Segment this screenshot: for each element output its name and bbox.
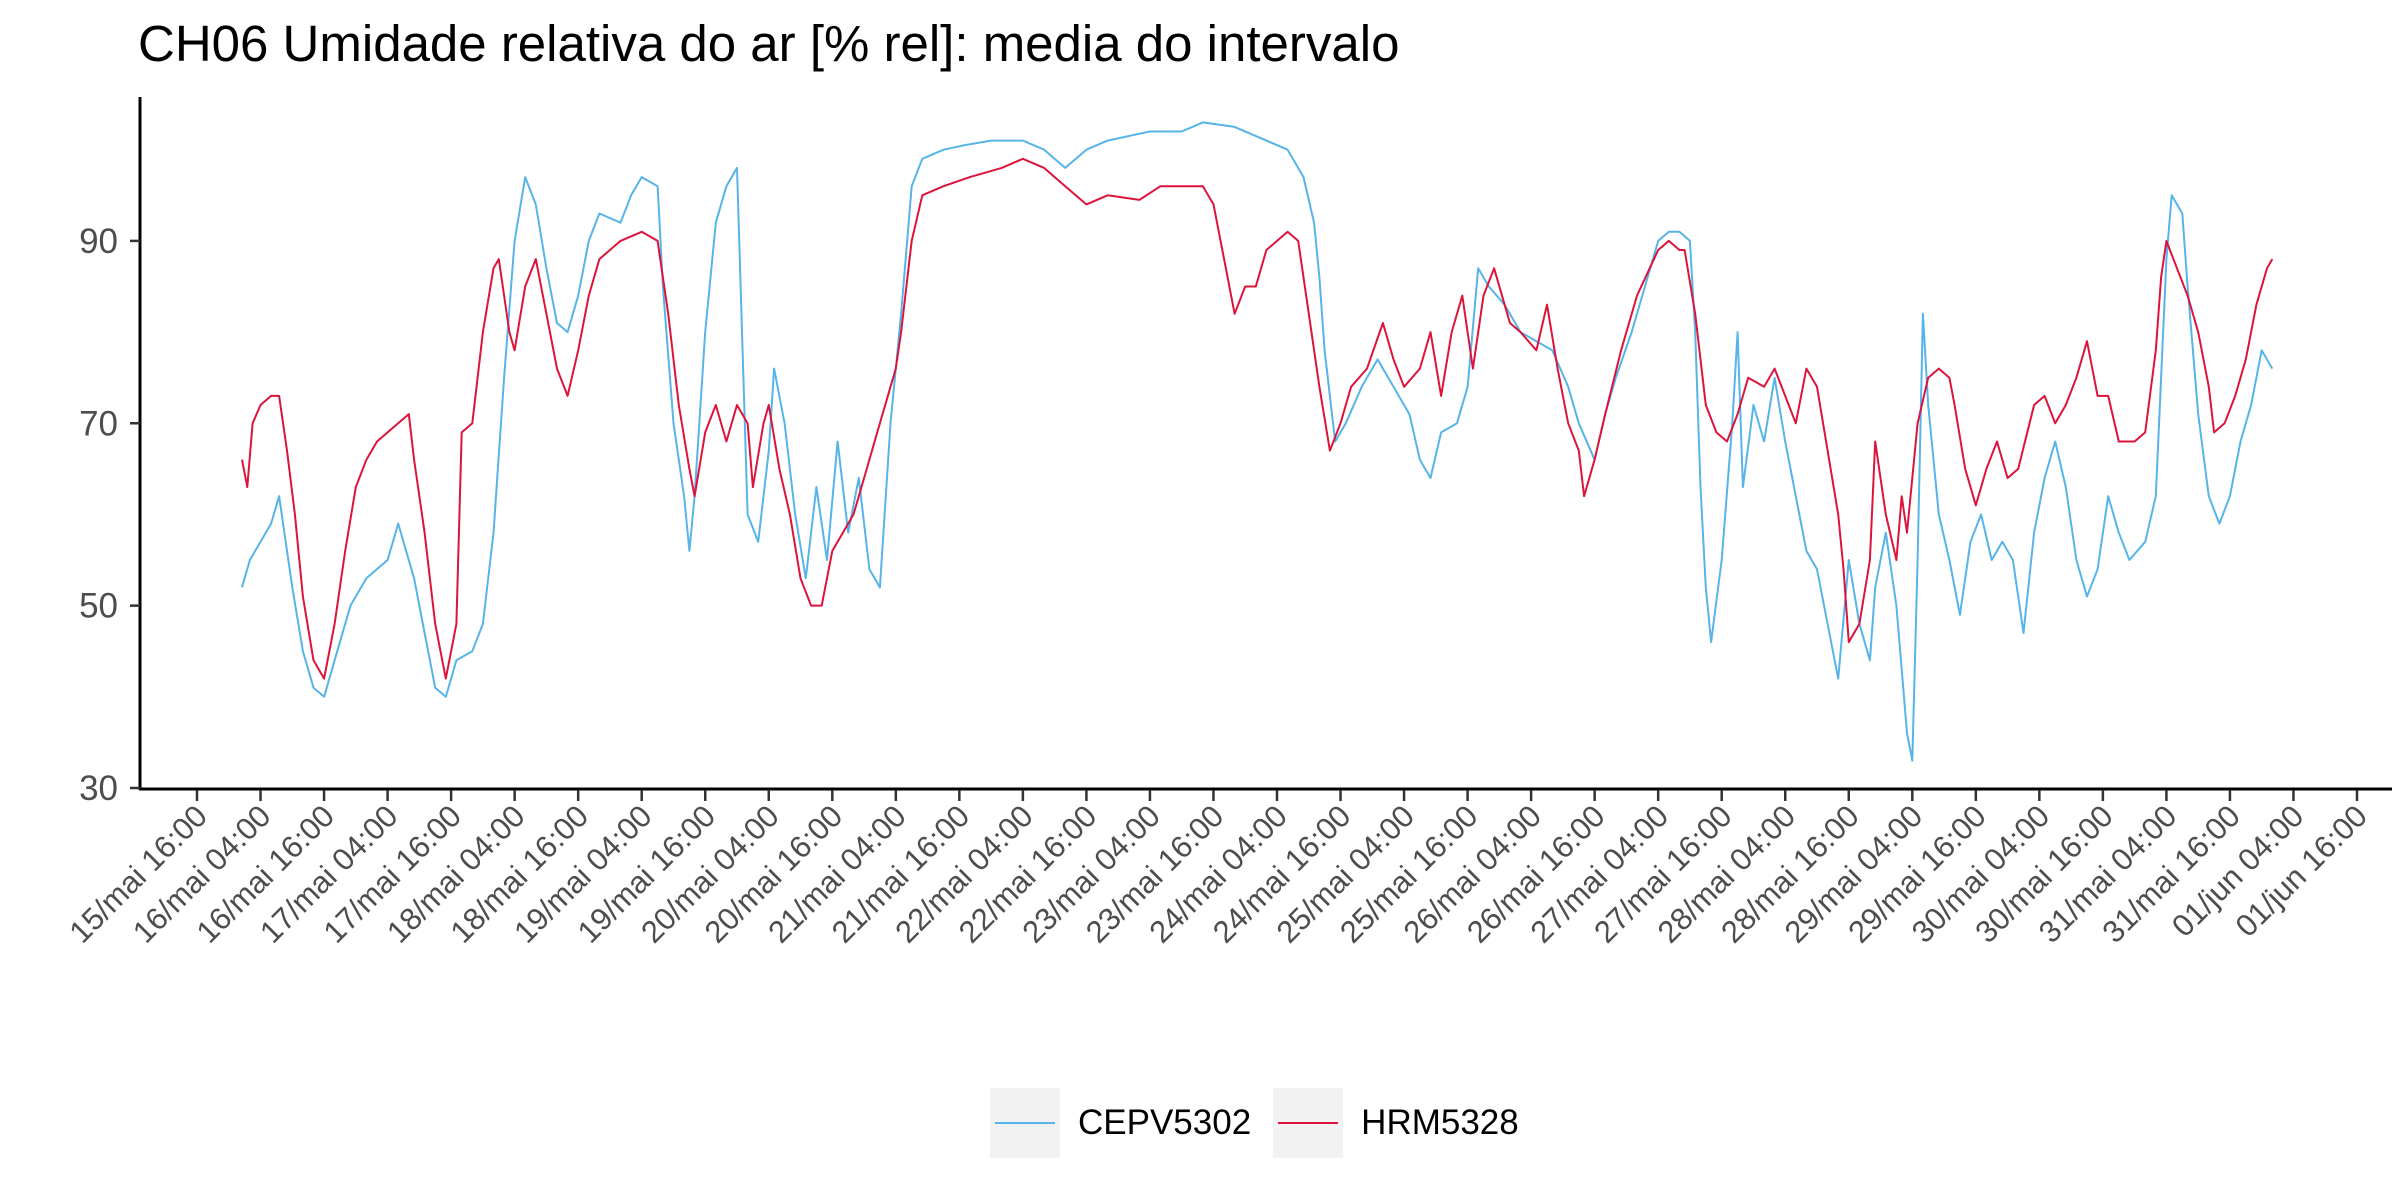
legend-key-2 — [1273, 1088, 1344, 1158]
y-tick-label-2: 50 — [79, 587, 118, 626]
chart-title: CH06 Umidade relativa do ar [% rel]: med… — [138, 15, 1400, 72]
legend-item-1: CEPV5302 — [990, 1088, 1251, 1158]
legend-label-1: CEPV5302 — [1078, 1103, 1252, 1142]
series-lines — [241, 121, 2274, 762]
legend: CEPV5302 HRM5328 — [990, 1085, 1541, 1161]
series-line-cepv5302 — [241, 121, 2274, 762]
legend-key-1 — [990, 1088, 1060, 1158]
legend-item-2: HRM5328 — [1273, 1088, 1519, 1158]
series-line-hrm5328 — [241, 157, 2274, 680]
y-tick-label-4: 90 — [79, 222, 118, 261]
axes: 30 50 70 90 — [79, 97, 2392, 808]
y-tick-label-1: 30 — [79, 769, 118, 808]
legend-line-swatch-2 — [1278, 1122, 1339, 1124]
legend-line-swatch-1 — [995, 1122, 1055, 1124]
legend-label-2: HRM5328 — [1361, 1103, 1519, 1142]
y-tick-label-3: 70 — [79, 404, 118, 443]
